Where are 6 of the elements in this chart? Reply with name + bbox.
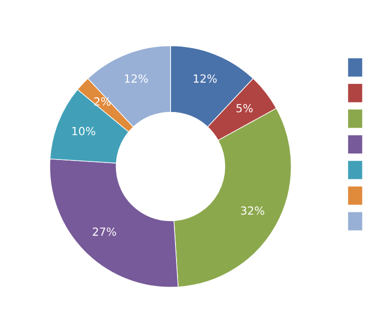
- data-label: 12%: [194, 74, 217, 83]
- data-label: 5%: [236, 104, 253, 112]
- data-label: 32%: [241, 206, 264, 215]
- data-label: 27%: [92, 227, 116, 236]
- data-label: 12%: [124, 74, 148, 83]
- data-label: 10%: [72, 126, 96, 136]
